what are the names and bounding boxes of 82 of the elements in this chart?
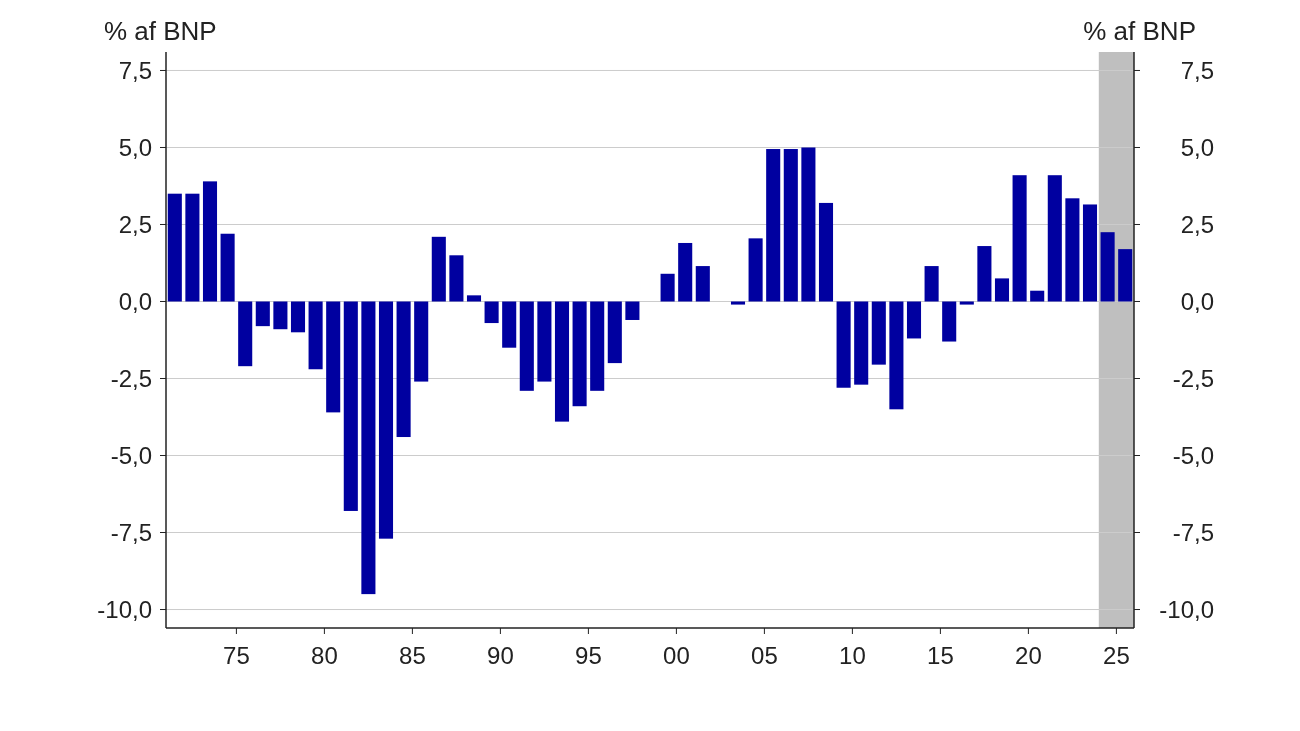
bar <box>607 301 622 364</box>
y2-tick-label: 2,5 <box>1180 210 1214 238</box>
bar <box>431 236 446 302</box>
y2-tick-label: -7,5 <box>1172 518 1214 546</box>
bar <box>977 246 992 302</box>
bar <box>484 301 499 324</box>
bar <box>766 149 781 302</box>
bar <box>502 301 517 348</box>
bar <box>238 301 253 367</box>
bar <box>361 301 376 595</box>
y2-tick-label: 0,0 <box>1180 287 1214 315</box>
bar <box>378 301 394 539</box>
bar <box>678 242 693 302</box>
bar <box>273 301 288 330</box>
bar <box>906 301 922 339</box>
bar <box>449 255 464 302</box>
bar <box>202 181 218 302</box>
bar <box>660 273 675 302</box>
y-tick-label: -7,5 <box>110 518 152 546</box>
x-tick-label: 05 <box>751 642 778 669</box>
y2-tick-label: -5,0 <box>1172 441 1214 469</box>
bar <box>730 301 746 305</box>
bar <box>959 301 974 305</box>
bar <box>572 301 587 407</box>
bar <box>255 301 270 327</box>
y-tick-label: 5,0 <box>118 133 152 161</box>
x-tick-label: 10 <box>839 642 866 669</box>
bar <box>537 301 552 382</box>
y-tick-label: 0,0 <box>118 287 152 315</box>
bar <box>1100 232 1115 302</box>
x-tick-label: 95 <box>575 642 602 669</box>
bar <box>343 301 358 511</box>
bar <box>326 301 341 413</box>
y-tick-label: 7,5 <box>118 56 152 84</box>
y-tick-label: -2,5 <box>110 364 152 392</box>
bar <box>854 301 869 385</box>
bar <box>414 301 429 382</box>
bar <box>290 301 306 333</box>
x-tick-label: 15 <box>927 642 954 669</box>
bar <box>836 301 851 388</box>
bar <box>308 301 323 370</box>
bar <box>625 301 640 320</box>
y-tick-label: -5,0 <box>110 441 152 469</box>
bar <box>220 233 235 302</box>
bar <box>185 193 200 302</box>
bar <box>924 266 939 302</box>
bar <box>1047 175 1062 302</box>
bar <box>748 238 763 302</box>
y2-axis-title: % af BNP <box>1083 16 1196 46</box>
x-tick-label: 75 <box>223 642 250 669</box>
bar <box>1065 198 1080 302</box>
bar <box>1012 175 1027 302</box>
bar <box>1118 249 1133 302</box>
bar <box>801 147 816 302</box>
bar <box>871 301 886 365</box>
bar <box>942 301 957 342</box>
x-tick-label: 25 <box>1103 642 1130 669</box>
bar <box>396 301 411 438</box>
bar <box>167 193 182 302</box>
y2-tick-label: -2,5 <box>1172 364 1214 392</box>
bar <box>466 295 482 302</box>
x-tick-label: 85 <box>399 642 426 669</box>
bar <box>695 266 710 302</box>
y2-tick-label: 5,0 <box>1180 133 1214 161</box>
bar <box>994 278 1010 302</box>
bar <box>1030 290 1045 302</box>
bar <box>590 301 605 391</box>
bar <box>554 301 570 422</box>
bar <box>783 149 798 302</box>
y-tick-label: 2,5 <box>118 210 152 238</box>
y2-tick-label: 7,5 <box>1180 56 1214 84</box>
bar <box>818 202 834 302</box>
x-tick-label: 90 <box>487 642 514 669</box>
bar <box>1082 204 1098 302</box>
y-axis-title: % af BNP <box>104 16 217 46</box>
x-tick-label: 20 <box>1015 642 1042 669</box>
x-tick-label: 80 <box>311 642 338 669</box>
y2-tick-label: -10,0 <box>1159 595 1214 623</box>
x-tick-label: 00 <box>663 642 690 669</box>
bar <box>519 301 534 391</box>
bar <box>889 301 904 410</box>
y-tick-label: -10,0 <box>97 595 152 623</box>
